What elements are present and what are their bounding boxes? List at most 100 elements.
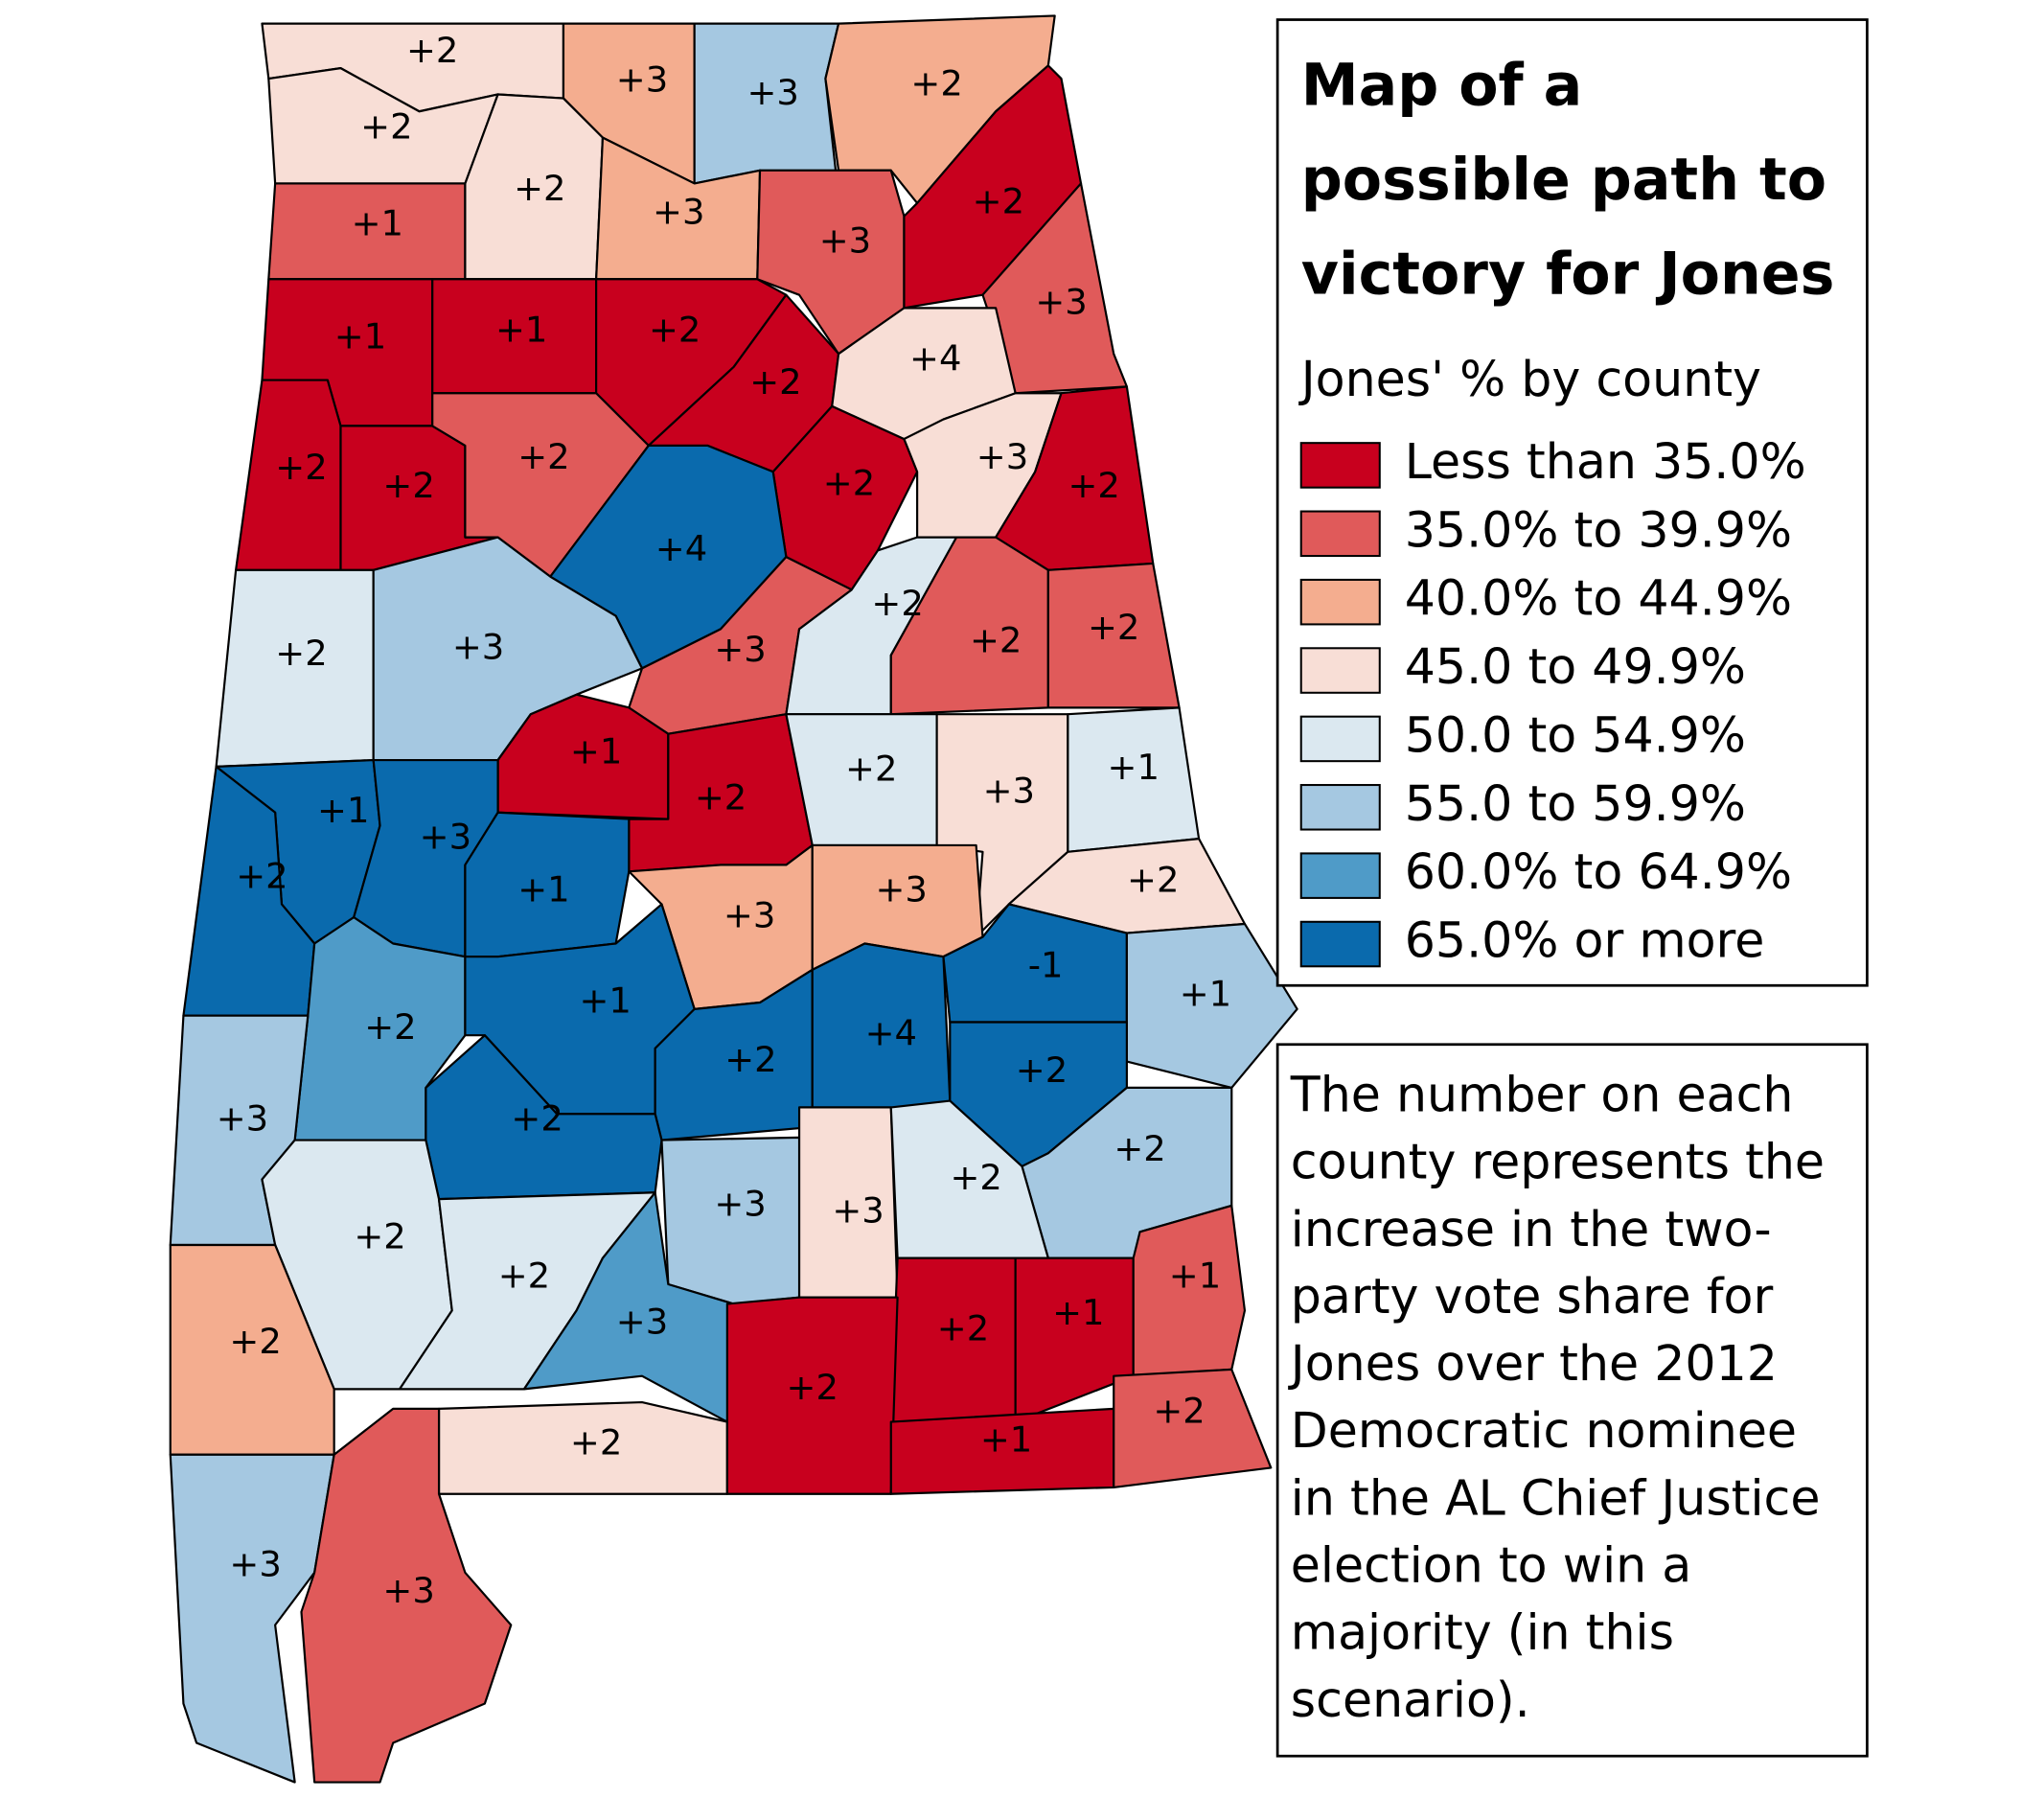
- county-label: +3: [976, 436, 1028, 477]
- county-label: +3: [420, 817, 471, 858]
- county-label: +3: [832, 1189, 884, 1231]
- map-title: victory for Jones: [1301, 241, 1835, 308]
- legend-swatch: [1299, 578, 1381, 626]
- county-label: +2: [364, 1006, 416, 1048]
- note-line: county represents the: [1291, 1134, 1825, 1190]
- county-label: +2: [787, 1367, 838, 1408]
- county-label: +3: [747, 72, 799, 113]
- county: [522, 1191, 735, 1423]
- county-label: +1: [317, 790, 369, 831]
- legend-label: 60.0% to 64.9%: [1405, 843, 1792, 900]
- county-label: +2: [570, 1421, 622, 1463]
- legend-swatch: [1299, 784, 1381, 831]
- county-label: +3: [983, 771, 1035, 812]
- county-label: +3: [452, 626, 504, 667]
- county-label: +1: [570, 731, 622, 772]
- county-label: +2: [724, 1039, 776, 1080]
- county-label: +1: [334, 315, 386, 357]
- county-label: -1: [1028, 945, 1064, 986]
- legend-swatch: [1299, 852, 1381, 899]
- county-label: +2: [1088, 607, 1139, 648]
- county-label: +1: [1180, 974, 1231, 1015]
- county-label: +3: [819, 219, 871, 261]
- note-line: party vote share for: [1291, 1268, 1774, 1325]
- county-label: +3: [653, 191, 704, 232]
- legend-label: 50.0 to 54.9%: [1405, 706, 1746, 763]
- county-label: +2: [649, 309, 700, 350]
- county-label: +2: [382, 465, 434, 506]
- county-label: +2: [1114, 1128, 1165, 1169]
- county-label: +3: [382, 1570, 434, 1611]
- county-label: +2: [514, 168, 565, 209]
- county-label: +2: [360, 106, 412, 148]
- county-label: +2: [517, 436, 569, 477]
- county-label: +2: [1153, 1390, 1205, 1431]
- county-label: +2: [749, 361, 801, 403]
- legend-label: 40.0% to 44.9%: [1405, 570, 1792, 627]
- county-label: +1: [1052, 1292, 1104, 1333]
- county-label: +1: [980, 1419, 1032, 1461]
- note-line: in the AL Chief Justice: [1291, 1469, 1821, 1526]
- county-label: +4: [655, 528, 707, 569]
- legend-swatch: [1299, 920, 1381, 968]
- county-label: +3: [217, 1098, 268, 1140]
- county-label: +2: [970, 620, 1022, 661]
- county-label: +2: [229, 1321, 281, 1362]
- county-label: +2: [275, 447, 327, 488]
- legend-title: Jones' % by county: [1298, 351, 1761, 407]
- county-label: +2: [498, 1256, 550, 1297]
- note-line: scenario).: [1291, 1671, 1530, 1728]
- legend-label: 65.0% or more: [1405, 912, 1765, 969]
- county: [981, 182, 1128, 395]
- county-label: +4: [909, 338, 961, 380]
- county-label: +2: [937, 1307, 989, 1348]
- county-label: +3: [876, 868, 928, 910]
- legend-label: 55.0 to 59.9%: [1405, 775, 1746, 832]
- county: [169, 1243, 335, 1456]
- note-line: election to win a: [1291, 1537, 1691, 1594]
- county-label: +2: [275, 633, 327, 674]
- county-label: +3: [1035, 282, 1087, 323]
- legend-swatch: [1299, 715, 1381, 763]
- note-line: Democratic nominee: [1291, 1402, 1797, 1459]
- legend-swatch: [1299, 647, 1381, 694]
- county-label: +2: [695, 777, 746, 818]
- county-label: +2: [1068, 465, 1119, 506]
- county-label: +3: [616, 1302, 668, 1343]
- county-label: +1: [495, 309, 547, 350]
- county-label: +2: [236, 856, 287, 897]
- county-label: +2: [1127, 860, 1179, 901]
- map-title: possible path to: [1301, 147, 1826, 214]
- county-label: +2: [973, 180, 1024, 221]
- county-label: +2: [823, 462, 875, 503]
- county-layer: +2 +2 +3 +3 +2 +1 +2 +3 +3 +2 +3 +1 +1 +2 +2 +4 +2 +2 +2 +2…: [169, 14, 1298, 1784]
- county-label: +2: [950, 1157, 1001, 1198]
- note-line: majority (in this: [1291, 1604, 1674, 1661]
- county-label: +2: [910, 62, 962, 104]
- county-label: +3: [616, 58, 668, 100]
- county-label: +1: [1108, 747, 1160, 788]
- county-label: +1: [1169, 1256, 1221, 1297]
- note-line: increase in the two-: [1291, 1201, 1772, 1257]
- county-label: +3: [723, 895, 775, 936]
- map-title: Map of a: [1301, 52, 1583, 119]
- county-label: +1: [352, 203, 403, 244]
- county: [725, 1296, 899, 1495]
- legend: Map of a possible path to victory for Jone…: [1298, 52, 1835, 968]
- legend-swatch: [1299, 442, 1381, 489]
- county-label: +2: [511, 1098, 563, 1140]
- legend-label: 45.0 to 49.9%: [1405, 638, 1746, 695]
- legend-swatch: [1299, 510, 1381, 558]
- county-label: +3: [714, 629, 766, 670]
- county-label: +1: [579, 980, 631, 1022]
- county-label: +2: [1016, 1049, 1068, 1091]
- county: [300, 1407, 513, 1784]
- legend-label: Less than 35.0%: [1405, 433, 1806, 490]
- county: [1113, 1368, 1273, 1489]
- county-label: +3: [714, 1183, 766, 1224]
- county-label: +2: [871, 583, 923, 624]
- county-label: +3: [229, 1543, 281, 1584]
- county-label: +2: [354, 1216, 405, 1257]
